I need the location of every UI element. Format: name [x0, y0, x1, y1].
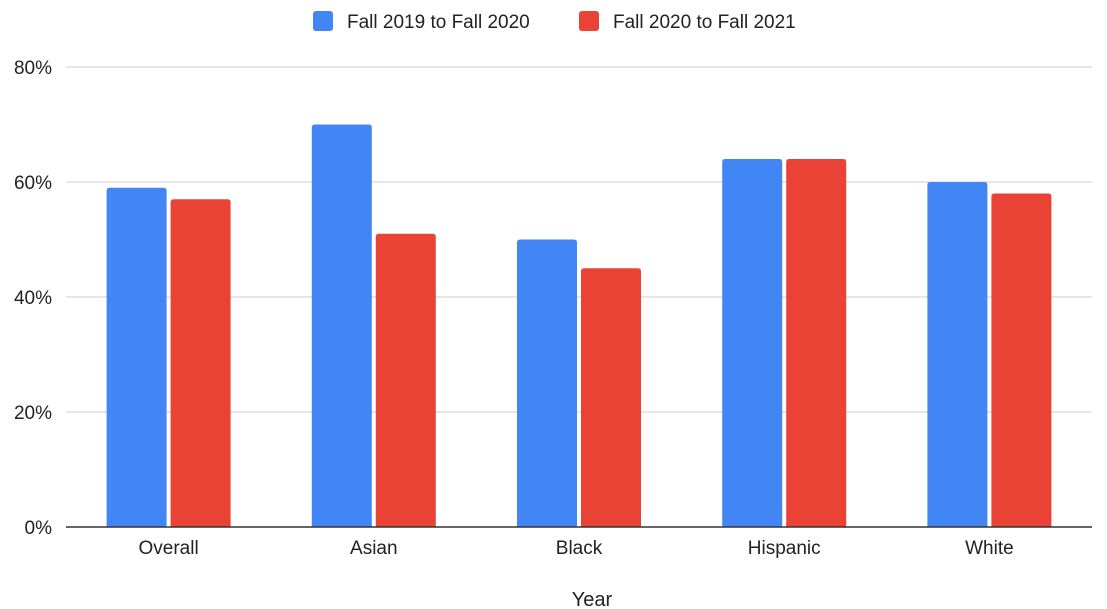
bar-hispanic-series-1 [722, 159, 783, 527]
legend-label: Fall 2019 to Fall 2020 [347, 12, 530, 33]
y-tick-label: 0% [25, 518, 53, 539]
x-axis-title: Year [572, 589, 613, 609]
y-tick-label: 40% [14, 288, 52, 309]
x-tick-label: Overall [139, 538, 199, 559]
y-tick-label: 60% [14, 173, 52, 194]
bar-white-series-1 [927, 182, 988, 527]
bar-white-series-2 [991, 193, 1052, 527]
x-tick-label: White [965, 538, 1014, 559]
legend: Fall 2019 to Fall 2020 Fall 2020 to Fall … [313, 11, 796, 33]
grid-lines [66, 66, 1092, 413]
bar-hispanic-series-2 [786, 159, 847, 527]
bars [106, 124, 1052, 527]
y-axis-ticks: 0% 20% 40% 60% 80% [14, 58, 52, 539]
bar-asian-series-1 [311, 124, 372, 527]
legend-swatch [579, 11, 599, 31]
y-tick-label: 20% [14, 403, 52, 424]
bar-overall-series-2 [170, 199, 231, 527]
x-tick-label: Asian [350, 538, 398, 559]
bar-overall-series-1 [106, 187, 167, 527]
bar-black-series-1 [517, 239, 577, 527]
legend-label: Fall 2020 to Fall 2021 [613, 12, 796, 33]
y-tick-label: 80% [14, 58, 52, 79]
bar-asian-series-2 [375, 233, 436, 527]
legend-swatch [313, 11, 333, 31]
x-axis-ticks: Overall Asian Black Hispanic White [139, 538, 1014, 559]
x-tick-label: Black [556, 538, 603, 559]
bar-black-series-2 [581, 268, 641, 527]
x-tick-label: Hispanic [748, 538, 821, 559]
